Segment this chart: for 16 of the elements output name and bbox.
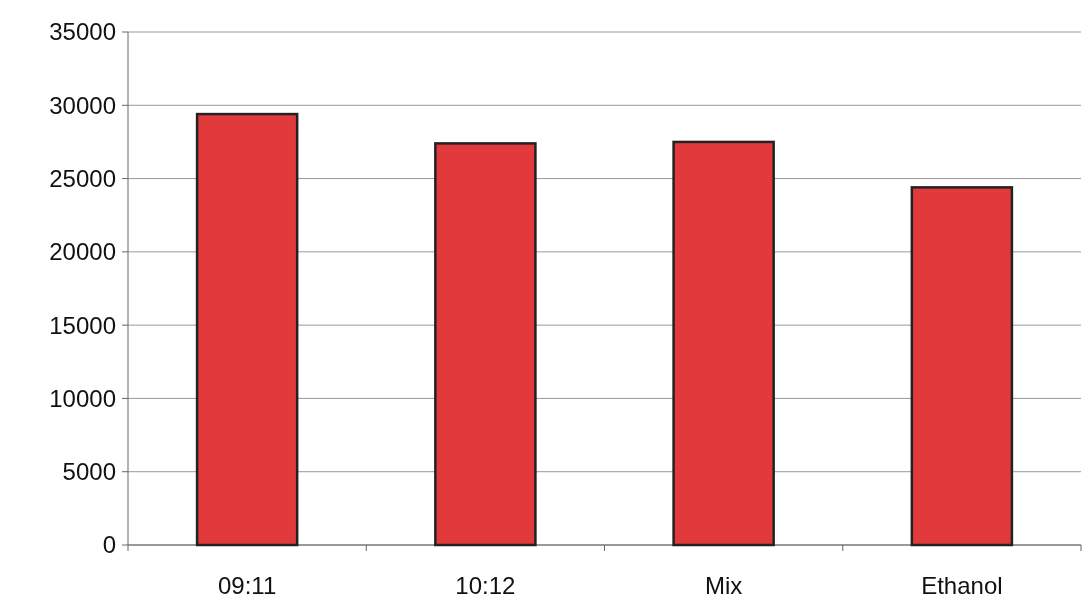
y-tick-label: 30000	[49, 91, 116, 119]
y-tick-label: 35000	[49, 18, 116, 46]
x-tick-label: 09:11	[217, 572, 277, 599]
y-tick-label: 15000	[49, 311, 116, 339]
y-tick-label: 5000	[62, 458, 116, 486]
bar	[195, 112, 299, 547]
bar	[434, 142, 537, 547]
bar	[672, 140, 775, 547]
y-tick-label: 20000	[49, 238, 116, 266]
x-tick-label: Ethanol	[921, 572, 1003, 599]
bar	[910, 186, 1014, 547]
x-tick-label: 10:12	[455, 572, 516, 599]
x-tick-label: Mix	[704, 572, 743, 599]
y-tick-label: 25000	[49, 164, 116, 192]
y-tick-label: 10000	[49, 384, 116, 412]
y-tick-label: 0	[102, 531, 116, 559]
